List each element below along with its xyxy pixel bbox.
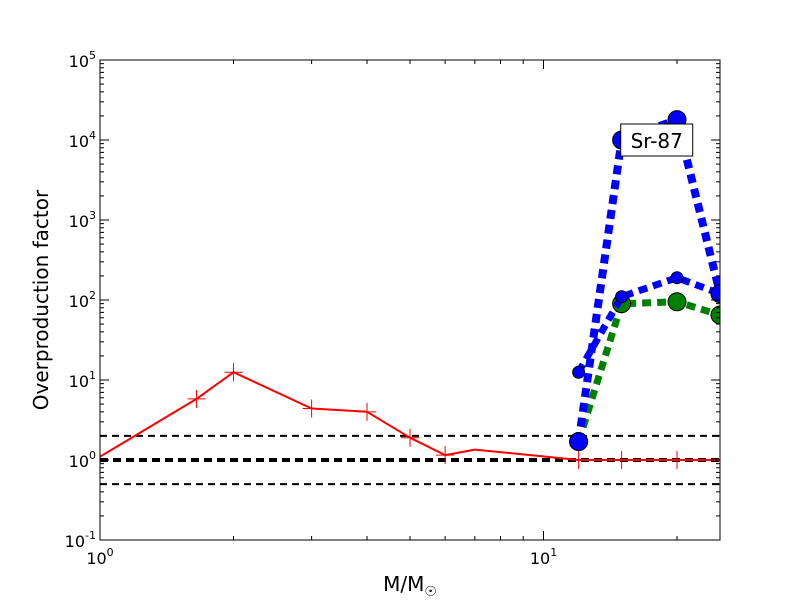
series-1-point-3 bbox=[710, 305, 720, 325]
series-0-point-4 bbox=[401, 428, 419, 447]
series-0-point-3 bbox=[358, 402, 377, 421]
series-0-point-6 bbox=[569, 451, 588, 469]
annotation: Sr-87 bbox=[620, 123, 694, 157]
series-3-point-0 bbox=[569, 432, 589, 452]
series-0-line bbox=[100, 371, 720, 461]
x-axis-title-sub: ☉ bbox=[424, 584, 437, 600]
y-tick-label-3: 102 bbox=[69, 289, 96, 311]
series-3-point-3 bbox=[710, 284, 720, 304]
series-2-point-0 bbox=[572, 365, 586, 379]
y-tick-label-4: 103 bbox=[69, 209, 96, 231]
x-axis-title: M/M☉ bbox=[383, 572, 437, 600]
x-axis-title-main: M/M bbox=[383, 572, 424, 596]
series-1-point-2 bbox=[667, 292, 687, 312]
series-0-point-0 bbox=[187, 389, 206, 408]
series-0-point-7 bbox=[612, 451, 631, 469]
annotation-box bbox=[620, 123, 694, 157]
reference-lines bbox=[100, 434, 720, 486]
x-tick-label-1: 101 bbox=[530, 546, 557, 568]
x-tick-label-0: 100 bbox=[86, 546, 113, 568]
y-tick-label-0: 10-1 bbox=[65, 529, 96, 551]
annotation-text: Sr-87 bbox=[631, 129, 683, 153]
series-0 bbox=[100, 363, 720, 469]
series-2-line bbox=[575, 274, 720, 374]
y-tick-label-5: 104 bbox=[69, 129, 96, 151]
series-0-point-8 bbox=[668, 451, 687, 469]
series-0-point-1 bbox=[224, 363, 243, 382]
axis-ticks bbox=[99, 59, 720, 541]
series-2-point-2 bbox=[670, 271, 684, 285]
series-0-point-5 bbox=[436, 446, 455, 465]
series-1-line bbox=[575, 298, 720, 443]
y-tick-label-1: 100 bbox=[69, 449, 96, 471]
series-0-point-2 bbox=[302, 399, 321, 418]
y-tick-label-2: 101 bbox=[69, 369, 96, 391]
y-axis-title: Overproduction factor bbox=[29, 189, 53, 410]
series-2-point-1 bbox=[615, 290, 629, 304]
y-tick-label-6: 105 bbox=[69, 49, 96, 71]
